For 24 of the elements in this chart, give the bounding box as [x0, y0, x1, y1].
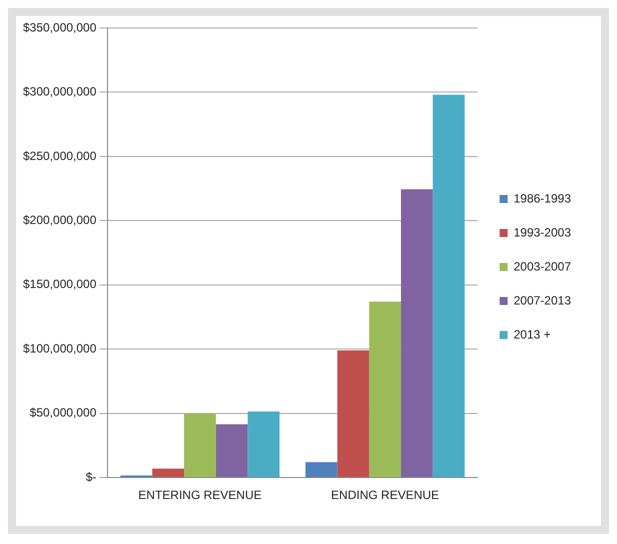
- y-tick-label: $200,000,000: [23, 213, 97, 227]
- legend-label: 1993-2003: [514, 225, 572, 240]
- y-tick-label: $-: [86, 470, 96, 484]
- bar: [305, 462, 338, 478]
- bar: [216, 424, 248, 478]
- bar: [184, 413, 216, 478]
- bar: [337, 350, 370, 478]
- y-tick-label: $150,000,000: [23, 277, 97, 292]
- legend-label: 2003-2007: [514, 259, 572, 274]
- x-tick-label: ENTERING REVENUE: [138, 488, 262, 502]
- x-tick-label: ENDING REVENUE: [331, 488, 440, 502]
- bar: [432, 94, 465, 478]
- y-tick-label: $100,000,000: [23, 341, 97, 356]
- y-tick-label: $350,000,000: [23, 20, 97, 34]
- bar: [400, 189, 433, 478]
- legend-label: 2013 +: [514, 327, 551, 342]
- bar: [248, 411, 280, 478]
- legend-label: 1986-1993: [514, 191, 572, 206]
- bar: [152, 468, 184, 478]
- legend-label: 2007-2013: [514, 293, 572, 308]
- bar: [369, 302, 401, 478]
- y-tick-label: $300,000,000: [23, 84, 97, 99]
- y-tick-label: $250,000,000: [23, 148, 97, 163]
- y-tick-label: $50,000,000: [30, 406, 97, 420]
